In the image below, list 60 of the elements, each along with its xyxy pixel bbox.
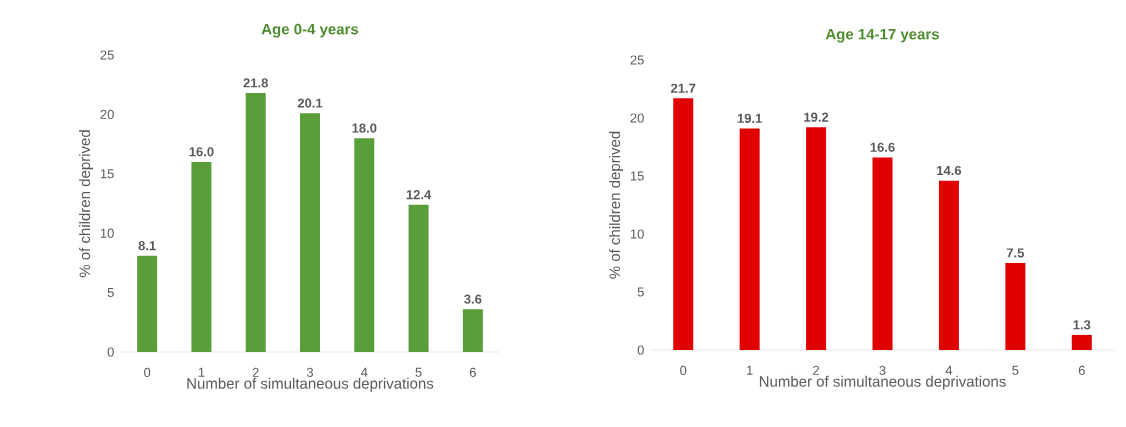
x-tick-label: 3	[879, 365, 886, 375]
y-tick-label: 10	[630, 229, 644, 239]
y-tick-label: 20	[630, 113, 644, 123]
y-tick-label: 5	[637, 287, 644, 297]
data-label: 1.3	[1073, 320, 1091, 330]
bar	[872, 157, 893, 350]
bar	[462, 309, 483, 352]
x-tick-label: 2	[813, 365, 820, 375]
x-tick-label: 4	[945, 365, 953, 375]
bar	[1071, 334, 1092, 350]
data-label: 20.1	[297, 98, 323, 108]
x-tick-label: 5	[415, 367, 422, 377]
bar	[673, 98, 694, 350]
bar	[245, 93, 266, 352]
x-tick-label: 0	[144, 367, 151, 377]
y-tick-label: 15	[100, 169, 114, 179]
bar	[408, 204, 429, 352]
y-tick-label: 15	[630, 171, 644, 181]
data-label: 3.6	[464, 294, 482, 304]
chart-title: Age 0-4 years	[261, 23, 359, 38]
y-tick-label: 20	[100, 109, 114, 119]
bar	[300, 113, 320, 352]
x-tick-label: 0	[680, 365, 687, 375]
bar	[1005, 263, 1026, 350]
y-axis-title: % of children deprived	[609, 131, 624, 279]
data-label: 19.2	[804, 112, 829, 122]
y-tick-label: 0	[637, 345, 644, 355]
data-label: 12.4	[406, 190, 432, 200]
data-label: 21.8	[243, 78, 268, 88]
data-label: 8.1	[138, 241, 156, 251]
x-axis-title: Number of simultaneous deprivations	[759, 375, 1006, 390]
y-tick-label: 0	[107, 347, 114, 357]
data-label: 16.0	[189, 147, 214, 157]
y-tick-label: 25	[630, 55, 644, 65]
data-label: 14.6	[937, 165, 962, 176]
y-tick-label: 5	[107, 288, 114, 298]
x-tick-label: 5	[1012, 365, 1019, 375]
data-label: 18.0	[352, 123, 377, 133]
x-tick-label: 6	[1078, 365, 1085, 375]
bar	[739, 128, 760, 350]
y-tick-label: 25	[100, 50, 114, 60]
y-axis-title: % of children deprived	[79, 130, 94, 278]
x-tick-label: 2	[252, 367, 259, 377]
bar	[137, 255, 158, 352]
chart-title: Age 14-17 years	[825, 29, 939, 43]
bar	[806, 127, 827, 350]
bar	[938, 180, 959, 350]
x-tick-label: 6	[469, 367, 476, 377]
bar	[191, 161, 212, 352]
data-label: 7.5	[1006, 248, 1025, 258]
x-tick-label: 4	[360, 367, 368, 377]
x-axis-title: Number of simultaneous deprivations	[187, 377, 434, 392]
y-tick-label: 10	[100, 228, 114, 238]
bar	[354, 138, 375, 352]
x-tick-label: 1	[198, 367, 205, 377]
x-tick-label: 3	[306, 367, 314, 377]
data-label: 19.1	[737, 113, 762, 123]
data-label: 21.7	[671, 83, 696, 93]
x-tick-label: 1	[747, 365, 753, 375]
data-label: 16.6	[870, 142, 895, 152]
